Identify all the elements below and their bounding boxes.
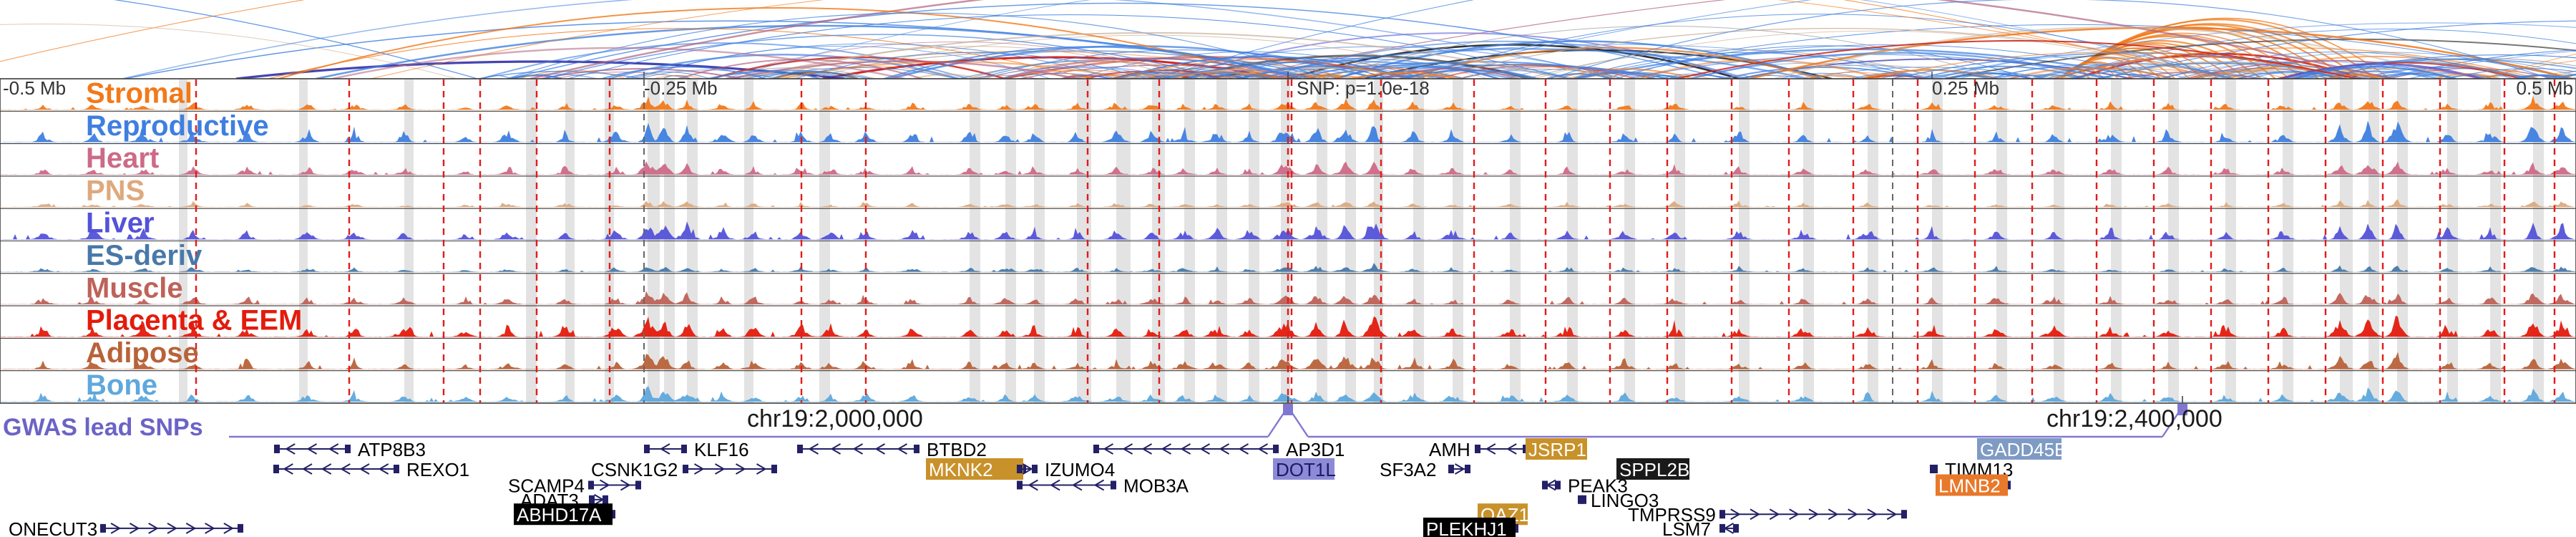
svg-text:JSRP1: JSRP1 bbox=[1528, 439, 1586, 460]
svg-text:Placenta & EEM: Placenta & EEM bbox=[86, 305, 302, 337]
svg-text:0.25 Mb: 0.25 Mb bbox=[1932, 77, 1999, 99]
svg-text:BTBD2: BTBD2 bbox=[927, 439, 987, 460]
svg-text:ES-deriv: ES-deriv bbox=[86, 240, 203, 271]
svg-text:ONECUT3: ONECUT3 bbox=[9, 518, 97, 537]
svg-text:KLF16: KLF16 bbox=[694, 439, 749, 460]
svg-text:MKNK2: MKNK2 bbox=[929, 459, 993, 480]
svg-text:AP3D1: AP3D1 bbox=[1286, 439, 1345, 460]
svg-text:GADD45B: GADD45B bbox=[1980, 439, 2067, 460]
svg-text:chr19:2,000,000: chr19:2,000,000 bbox=[747, 405, 923, 432]
svg-text:PLEKHJ1: PLEKHJ1 bbox=[1426, 518, 1507, 537]
svg-text:Muscle: Muscle bbox=[86, 272, 183, 304]
svg-text:GWAS lead SNPs: GWAS lead SNPs bbox=[3, 414, 203, 441]
svg-text:Heart: Heart bbox=[86, 142, 159, 174]
svg-text:SF3A2: SF3A2 bbox=[1380, 459, 1437, 480]
svg-text:Adipose: Adipose bbox=[86, 337, 199, 369]
svg-text:MOB3A: MOB3A bbox=[1123, 475, 1189, 497]
svg-text:DOT1L: DOT1L bbox=[1276, 459, 1336, 480]
svg-text:CSNK1G2: CSNK1G2 bbox=[591, 459, 678, 480]
svg-text:-0.25 Mb: -0.25 Mb bbox=[644, 77, 718, 99]
svg-text:REXO1: REXO1 bbox=[406, 459, 469, 480]
svg-text:ABHD17A: ABHD17A bbox=[517, 504, 602, 526]
svg-text:ATP8B3: ATP8B3 bbox=[358, 439, 426, 460]
svg-text:SNP: p=1.0e-18: SNP: p=1.0e-18 bbox=[1297, 77, 1430, 99]
svg-text:Liver: Liver bbox=[86, 208, 155, 239]
svg-text:0.5 Mb: 0.5 Mb bbox=[2517, 77, 2574, 99]
svg-text:LSM7: LSM7 bbox=[1662, 518, 1711, 537]
svg-text:LMNB2: LMNB2 bbox=[1938, 475, 2001, 497]
svg-text:chr19:2,400,000: chr19:2,400,000 bbox=[2046, 405, 2223, 432]
svg-text:IZUMO4: IZUMO4 bbox=[1045, 459, 1115, 480]
svg-text:AMH: AMH bbox=[1429, 439, 1470, 460]
svg-text:Bone: Bone bbox=[86, 369, 157, 401]
svg-text:Reproductive: Reproductive bbox=[86, 110, 269, 142]
svg-text:Stromal: Stromal bbox=[86, 78, 192, 110]
svg-text:PNS: PNS bbox=[86, 175, 145, 206]
svg-text:-0.5 Mb: -0.5 Mb bbox=[3, 77, 66, 99]
svg-text:SPPL2B: SPPL2B bbox=[1619, 459, 1689, 480]
